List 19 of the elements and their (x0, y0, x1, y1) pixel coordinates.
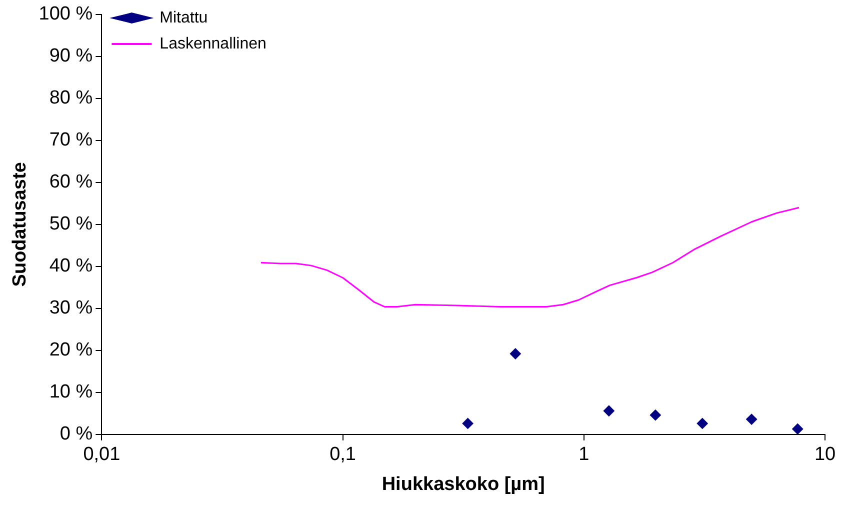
x-tick-label: 10 (814, 444, 836, 466)
y-axis-title: Suodatusaste (10, 162, 31, 287)
x-axis-title: Hiukkaskoko [µm] (382, 474, 545, 495)
y-tick-label: 10 % (49, 382, 93, 403)
y-tick-label: 0 % (60, 424, 93, 445)
y-tick-label: 60 % (49, 172, 93, 193)
legend-label: Mitattu (160, 9, 208, 26)
x-tick-label: 0,01 (83, 444, 120, 466)
y-tick-label: 20 % (49, 340, 93, 361)
y-tick-label: 30 % (49, 298, 93, 319)
x-tick-label: 0,1 (330, 444, 356, 466)
y-tick-label: 40 % (49, 256, 93, 277)
y-tick-label: 70 % (49, 130, 93, 151)
y-tick-label: 50 % (49, 214, 93, 235)
legend-label: Laskennallinen (160, 35, 266, 52)
x-tick-label: 1 (578, 444, 590, 466)
y-tick-label: 80 % (49, 88, 93, 109)
y-tick-label: 100 % (38, 4, 93, 25)
y-tick-label: 90 % (49, 46, 93, 67)
